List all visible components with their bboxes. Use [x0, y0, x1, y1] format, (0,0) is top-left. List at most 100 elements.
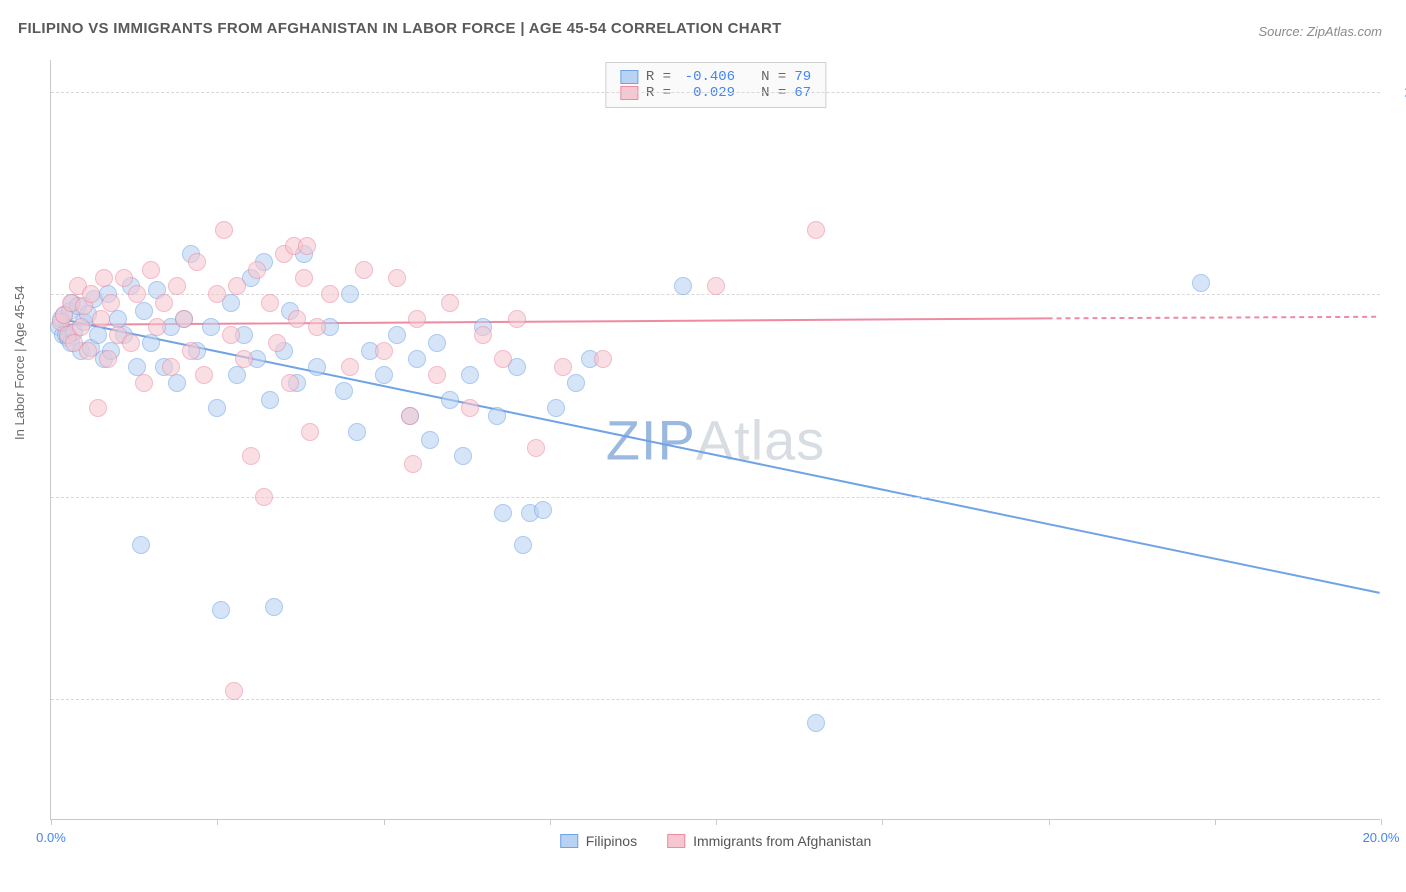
scatter-point: [265, 598, 283, 616]
scatter-point: [441, 294, 459, 312]
scatter-point: [215, 221, 233, 239]
scatter-point: [494, 350, 512, 368]
scatter-point: [255, 488, 273, 506]
correlation-legend: R =-0.406N =79R =0.029N =67: [605, 62, 826, 108]
scatter-point: [162, 358, 180, 376]
source-attribution: Source: ZipAtlas.com: [1258, 24, 1382, 39]
x-tick-mark: [716, 819, 717, 825]
scatter-point: [135, 374, 153, 392]
scatter-point: [461, 399, 479, 417]
scatter-point: [341, 285, 359, 303]
scatter-point: [461, 366, 479, 384]
y-tick-label: 75.0%: [1388, 489, 1406, 504]
plot-area: ZIPAtlas R =-0.406N =79R =0.029N =67 Fil…: [50, 60, 1380, 820]
legend-row: R =-0.406N =79: [620, 69, 811, 85]
watermark: ZIPAtlas: [606, 407, 826, 472]
y-tick-label: 62.5%: [1388, 691, 1406, 706]
x-tick-label: 20.0%: [1363, 830, 1400, 845]
scatter-point: [1192, 274, 1210, 292]
scatter-point: [288, 310, 306, 328]
y-tick-label: 100.0%: [1388, 85, 1406, 100]
chart-title: FILIPINO VS IMMIGRANTS FROM AFGHANISTAN …: [18, 20, 782, 37]
scatter-point: [527, 439, 545, 457]
scatter-point: [807, 221, 825, 239]
trend-lines: [51, 60, 1380, 819]
scatter-point: [82, 285, 100, 303]
scatter-point: [408, 350, 426, 368]
scatter-point: [807, 714, 825, 732]
legend-swatch: [620, 70, 638, 84]
x-tick-label: 0.0%: [36, 830, 66, 845]
scatter-point: [401, 407, 419, 425]
scatter-point: [175, 310, 193, 328]
scatter-point: [182, 342, 200, 360]
scatter-point: [441, 391, 459, 409]
scatter-point: [298, 237, 316, 255]
scatter-point: [594, 350, 612, 368]
scatter-point: [99, 350, 117, 368]
scatter-point: [128, 285, 146, 303]
scatter-point: [488, 407, 506, 425]
gridline: [51, 699, 1380, 700]
legend-label: Filipinos: [586, 833, 637, 849]
scatter-point: [261, 391, 279, 409]
scatter-point: [474, 326, 492, 344]
scatter-point: [388, 269, 406, 287]
scatter-point: [341, 358, 359, 376]
scatter-point: [508, 310, 526, 328]
scatter-point: [248, 261, 266, 279]
legend-item: Filipinos: [560, 833, 637, 849]
scatter-point: [321, 285, 339, 303]
scatter-point: [454, 447, 472, 465]
scatter-point: [335, 382, 353, 400]
gridline: [51, 497, 1380, 498]
scatter-point: [168, 374, 186, 392]
scatter-point: [554, 358, 572, 376]
scatter-point: [79, 342, 97, 360]
scatter-point: [421, 431, 439, 449]
scatter-point: [142, 261, 160, 279]
scatter-point: [188, 253, 206, 271]
scatter-point: [115, 269, 133, 287]
n-label: N =: [761, 69, 786, 85]
scatter-point: [155, 294, 173, 312]
scatter-point: [168, 277, 186, 295]
scatter-point: [428, 366, 446, 384]
scatter-point: [135, 302, 153, 320]
scatter-point: [122, 334, 140, 352]
scatter-point: [355, 261, 373, 279]
scatter-point: [102, 294, 120, 312]
x-tick-mark: [882, 819, 883, 825]
scatter-point: [195, 366, 213, 384]
scatter-point: [132, 536, 150, 554]
scatter-point: [261, 294, 279, 312]
scatter-point: [142, 334, 160, 352]
x-tick-mark: [550, 819, 551, 825]
scatter-point: [242, 447, 260, 465]
legend-swatch: [560, 834, 578, 848]
gridline: [51, 92, 1380, 93]
legend-label: Immigrants from Afghanistan: [693, 833, 871, 849]
scatter-point: [235, 350, 253, 368]
scatter-point: [308, 358, 326, 376]
scatter-point: [408, 310, 426, 328]
scatter-point: [428, 334, 446, 352]
r-value: -0.406: [679, 69, 735, 85]
scatter-point: [348, 423, 366, 441]
scatter-point: [281, 374, 299, 392]
r-label: R =: [646, 69, 671, 85]
x-tick-mark: [1215, 819, 1216, 825]
scatter-point: [375, 342, 393, 360]
scatter-point: [567, 374, 585, 392]
scatter-point: [494, 504, 512, 522]
scatter-point: [208, 285, 226, 303]
scatter-point: [222, 326, 240, 344]
scatter-point: [268, 334, 286, 352]
scatter-point: [228, 277, 246, 295]
scatter-point: [89, 399, 107, 417]
scatter-point: [148, 318, 166, 336]
x-tick-mark: [51, 819, 52, 825]
series-legend: Filipinos Immigrants from Afghanistan: [560, 833, 872, 849]
scatter-point: [388, 326, 406, 344]
scatter-point: [295, 269, 313, 287]
